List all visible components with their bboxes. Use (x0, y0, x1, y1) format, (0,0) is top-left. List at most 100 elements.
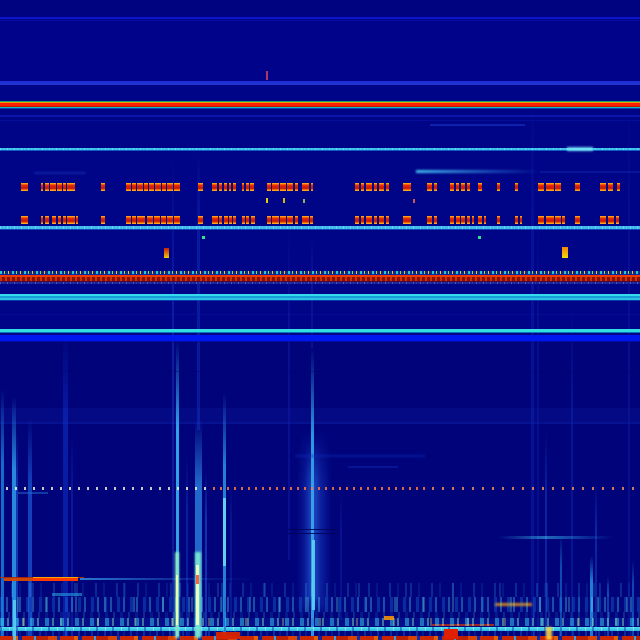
burst-dash (229, 183, 231, 191)
h-line (0, 226, 640, 229)
v-streak (230, 480, 232, 640)
noise-band (0, 636, 640, 640)
burst-dash (361, 183, 364, 191)
hot-spot (196, 575, 199, 584)
h-line (0, 81, 640, 83)
h-line (0, 102, 640, 103)
burst-dash (538, 216, 544, 224)
burst-dash (484, 216, 486, 224)
v-streak (172, 150, 174, 640)
signal-dot (303, 199, 305, 203)
burst-dash (403, 183, 411, 191)
h-line (416, 170, 541, 173)
burst-dash (617, 183, 620, 191)
burst-dash (45, 183, 49, 191)
burst-dash (198, 216, 203, 224)
v-streak (632, 560, 634, 640)
burst-dash (450, 216, 454, 224)
burst-dash (456, 216, 460, 224)
burst-dash (162, 183, 166, 191)
signal-dot (478, 236, 481, 239)
noise-band (0, 612, 640, 618)
v-streak (590, 556, 593, 640)
burst-dash (126, 183, 131, 191)
h-line (432, 487, 637, 490)
bg-band (0, 0, 640, 17)
burst-dash (280, 216, 286, 224)
burst-dash (101, 216, 105, 224)
v-streak (560, 535, 562, 640)
v-streak (607, 575, 609, 640)
v-streak (311, 348, 314, 640)
burst-dash (386, 183, 389, 191)
burst-dash (497, 216, 500, 224)
burst-dash (251, 216, 255, 224)
burst-dash (167, 183, 173, 191)
burst-dash (355, 216, 359, 224)
noise-band (0, 583, 640, 597)
h-line (0, 300, 640, 301)
burst-dash (167, 216, 173, 224)
v-streak (571, 300, 573, 640)
burst-dash (219, 216, 222, 224)
burst-dash (575, 183, 580, 191)
v-streak (71, 430, 73, 640)
burst-dash (467, 183, 470, 191)
burst-dash (52, 216, 56, 224)
burst-dash (21, 216, 28, 224)
h-line (0, 282, 640, 284)
burst-dash (233, 183, 236, 191)
burst-dash (366, 183, 372, 191)
signal-dot (266, 198, 268, 203)
burst-dash (600, 216, 606, 224)
burst-dash (149, 183, 154, 191)
bg-band (0, 408, 640, 424)
signal-blob (164, 248, 169, 258)
burst-dash (379, 183, 384, 191)
burst-dash (57, 183, 62, 191)
burst-dash (497, 183, 500, 191)
burst-dash (374, 183, 377, 191)
h-line (4, 578, 34, 581)
burst-dash (67, 216, 75, 224)
noise-band (0, 627, 640, 631)
v-streak (288, 215, 290, 560)
h-line (0, 371, 640, 372)
burst-dash (212, 216, 218, 224)
burst-dash (538, 183, 544, 191)
h-line (288, 529, 338, 530)
burst-dash (361, 216, 364, 224)
burst-dash (154, 216, 160, 224)
hot-spot (13, 600, 16, 640)
h-line (213, 487, 430, 490)
burst-dash (427, 216, 432, 224)
burst-dash (515, 216, 518, 224)
burst-dash (224, 216, 228, 224)
burst-dash (174, 216, 180, 224)
h-line (0, 17, 640, 19)
hot-spot (196, 565, 199, 625)
h-line (0, 298, 640, 300)
burst-dash (434, 216, 437, 224)
h-line (295, 455, 425, 457)
v-streak (186, 455, 188, 640)
bg-band (0, 342, 640, 640)
noise-band (0, 627, 640, 631)
h-line (0, 115, 640, 117)
h-line (430, 124, 525, 126)
burst-dash (267, 216, 271, 224)
burst-dash (467, 216, 470, 224)
v-streak (16, 430, 18, 640)
v-streak (195, 420, 202, 640)
h-line (18, 492, 48, 494)
v-streak (176, 340, 179, 640)
burst-dash (287, 216, 293, 224)
h-line (498, 536, 614, 539)
noise-band (0, 631, 640, 636)
h-line (0, 108, 640, 109)
burst-dash (132, 183, 136, 191)
burst-dash (76, 216, 78, 224)
burst-dash (302, 183, 309, 191)
signal-dot (283, 198, 285, 203)
h-line (33, 578, 78, 581)
